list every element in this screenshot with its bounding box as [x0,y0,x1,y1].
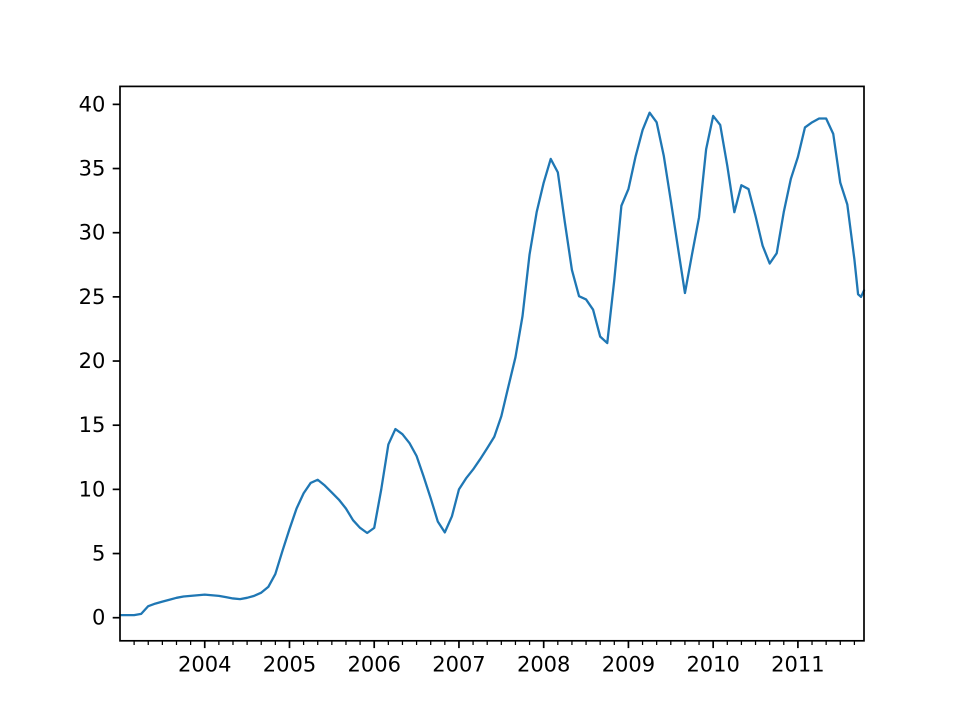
x-axis-tick-label: 2007 [432,653,485,677]
plot-border [119,85,865,642]
y-axis-tick-label: 10 [79,477,106,501]
y-axis-tick-label: 25 [79,285,106,309]
y-axis-tick-label: 20 [79,349,106,373]
y-axis-tick-label: 40 [79,92,106,116]
x-axis-tick-label: 2004 [178,653,231,677]
plot-area [120,86,864,641]
x-axis-tick-label: 2006 [347,653,400,677]
y-axis-tick-label: 5 [92,542,105,566]
x-axis-tick-label: 2008 [517,653,570,677]
data-line [118,111,866,617]
x-axis-tick-label: 2009 [602,653,655,677]
y-axis-tick-label: 30 [79,221,106,245]
y-axis-tick-label: 0 [92,606,105,630]
x-axis-tick-label: 2010 [686,653,739,677]
x-axis-tick-label: 2011 [771,653,824,677]
y-axis-tick-label: 15 [79,413,106,437]
x-axis-tick-label: 2005 [263,653,316,677]
y-axis-tick-label: 35 [79,157,106,181]
